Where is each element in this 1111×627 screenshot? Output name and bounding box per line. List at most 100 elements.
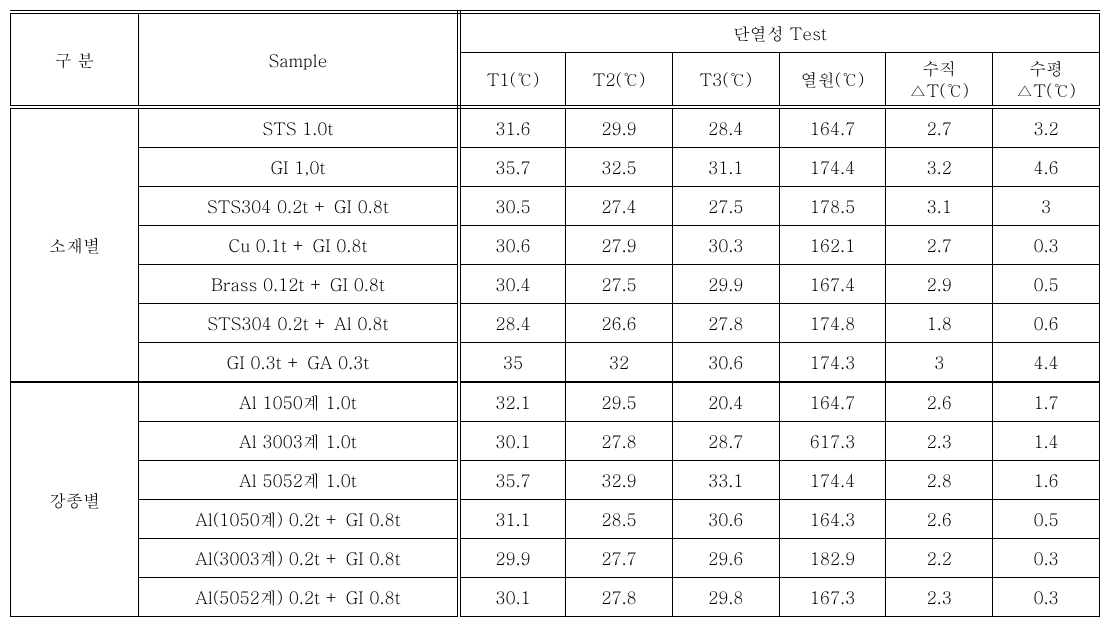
t3-cell: 31.1	[672, 148, 779, 187]
table-row: GI 1,0t 35.7 32.5 31.1 174.4 3.2 4.6	[11, 148, 1100, 187]
vdt-cell: 2.3	[886, 578, 993, 617]
t1-cell: 30.1	[459, 578, 566, 617]
t2-cell: 26.6	[566, 304, 673, 343]
t1-cell: 30.4	[459, 265, 566, 304]
hdt-cell: 0.6	[993, 304, 1100, 343]
t2-cell: 27.9	[566, 226, 673, 265]
hdt-cell: 4.6	[993, 148, 1100, 187]
header-t3: T3(℃)	[672, 53, 779, 108]
sample-cell: Al(5052계) 0.2t + GI 0.8t	[139, 578, 459, 617]
table-row: 강종별 Al 1050계 1.0t 32.1 29.5 20.4 164.7 2…	[11, 382, 1100, 422]
header-vertical-dt-line1: 수직	[922, 56, 956, 80]
vdt-cell: 2.7	[886, 107, 993, 148]
sample-cell: Cu 0.1t + GI 0.8t	[139, 226, 459, 265]
sample-cell: STS 1.0t	[139, 107, 459, 148]
hdt-cell: 0.5	[993, 265, 1100, 304]
t1-cell: 31.1	[459, 500, 566, 539]
heat-cell: 167.3	[779, 578, 886, 617]
t2-cell: 32.5	[566, 148, 673, 187]
t2-cell: 27.7	[566, 539, 673, 578]
t1-cell: 30.1	[459, 422, 566, 461]
hdt-cell: 1.7	[993, 382, 1100, 422]
heat-cell: 174.3	[779, 343, 886, 383]
sample-cell: Al 5052계 1.0t	[139, 461, 459, 500]
t1-cell: 30.6	[459, 226, 566, 265]
vdt-cell: 1.8	[886, 304, 993, 343]
sample-cell: Al(3003계) 0.2t + GI 0.8t	[139, 539, 459, 578]
table-row: STS304 0.2t + Al 0.8t 28.4 26.6 27.8 174…	[11, 304, 1100, 343]
t3-cell: 20.4	[672, 382, 779, 422]
sample-cell: Al(1050계) 0.2t + GI 0.8t	[139, 500, 459, 539]
table-row: GI 0.3t + GA 0.3t 35 32 30.6 174.3 3 4.4	[11, 343, 1100, 383]
insulation-test-table: 구 분 Sample 단열성 Test T1(℃) T2(℃) T3(℃) 열원…	[10, 10, 1100, 617]
t1-cell: 29.9	[459, 539, 566, 578]
hdt-cell: 0.5	[993, 500, 1100, 539]
table-header: 구 분 Sample 단열성 Test T1(℃) T2(℃) T3(℃) 열원…	[11, 12, 1100, 107]
heat-cell: 174.4	[779, 461, 886, 500]
table-row: 소재별 STS 1.0t 31.6 29.9 28.4 164.7 2.7 3.…	[11, 107, 1100, 148]
header-horizontal-dt-line2: △T(℃)	[1016, 78, 1076, 102]
t3-cell: 28.4	[672, 107, 779, 148]
t1-cell: 31.6	[459, 107, 566, 148]
t2-cell: 28.5	[566, 500, 673, 539]
hdt-cell: 3	[993, 187, 1100, 226]
sample-cell: Al 3003계 1.0t	[139, 422, 459, 461]
t3-cell: 28.7	[672, 422, 779, 461]
vdt-cell: 3	[886, 343, 993, 383]
sample-cell: STS304 0.2t + GI 0.8t	[139, 187, 459, 226]
vdt-cell: 2.8	[886, 461, 993, 500]
hdt-cell: 0.3	[993, 578, 1100, 617]
category-cell: 강종별	[11, 382, 139, 617]
table-row: Brass 0.12t + GI 0.8t 30.4 27.5 29.9 167…	[11, 265, 1100, 304]
table-row: Al(1050계) 0.2t + GI 0.8t 31.1 28.5 30.6 …	[11, 500, 1100, 539]
hdt-cell: 0.3	[993, 539, 1100, 578]
header-heat-source: 열원(℃)	[779, 53, 886, 108]
table-row: Cu 0.1t + GI 0.8t 30.6 27.9 30.3 162.1 2…	[11, 226, 1100, 265]
t3-cell: 27.8	[672, 304, 779, 343]
heat-cell: 164.7	[779, 107, 886, 148]
hdt-cell: 1.4	[993, 422, 1100, 461]
heat-cell: 162.1	[779, 226, 886, 265]
t2-cell: 27.8	[566, 422, 673, 461]
vdt-cell: 2.6	[886, 500, 993, 539]
heat-cell: 178.5	[779, 187, 886, 226]
hdt-cell: 3.2	[993, 107, 1100, 148]
sample-cell: Brass 0.12t + GI 0.8t	[139, 265, 459, 304]
t3-cell: 29.6	[672, 539, 779, 578]
table-row: Al 3003계 1.0t 30.1 27.8 28.7 617.3 2.3 1…	[11, 422, 1100, 461]
t3-cell: 30.6	[672, 343, 779, 383]
t1-cell: 32.1	[459, 382, 566, 422]
t2-cell: 29.5	[566, 382, 673, 422]
sample-cell: GI 0.3t + GA 0.3t	[139, 343, 459, 383]
vdt-cell: 2.3	[886, 422, 993, 461]
t3-cell: 27.5	[672, 187, 779, 226]
t1-cell: 35.7	[459, 461, 566, 500]
header-category: 구 분	[11, 12, 139, 107]
hdt-cell: 4.4	[993, 343, 1100, 383]
heat-cell: 617.3	[779, 422, 886, 461]
t2-cell: 27.4	[566, 187, 673, 226]
header-horizontal-dt: 수평 △T(℃)	[993, 53, 1100, 108]
header-row-1: 구 분 Sample 단열성 Test	[11, 12, 1100, 53]
t2-cell: 32.9	[566, 461, 673, 500]
vdt-cell: 3.1	[886, 187, 993, 226]
t1-cell: 28.4	[459, 304, 566, 343]
heat-cell: 164.3	[779, 500, 886, 539]
t3-cell: 33.1	[672, 461, 779, 500]
sample-cell: GI 1,0t	[139, 148, 459, 187]
heat-cell: 174.4	[779, 148, 886, 187]
vdt-cell: 2.2	[886, 539, 993, 578]
table-row: Al(5052계) 0.2t + GI 0.8t 30.1 27.8 29.8 …	[11, 578, 1100, 617]
vdt-cell: 3.2	[886, 148, 993, 187]
vdt-cell: 2.6	[886, 382, 993, 422]
table-row: STS304 0.2t + GI 0.8t 30.5 27.4 27.5 178…	[11, 187, 1100, 226]
vdt-cell: 2.7	[886, 226, 993, 265]
heat-cell: 167.4	[779, 265, 886, 304]
t2-cell: 27.5	[566, 265, 673, 304]
category-cell: 소재별	[11, 107, 139, 382]
header-sample: Sample	[139, 12, 459, 107]
t2-cell: 27.8	[566, 578, 673, 617]
t3-cell: 29.8	[672, 578, 779, 617]
t2-cell: 29.9	[566, 107, 673, 148]
sample-cell: Al 1050계 1.0t	[139, 382, 459, 422]
